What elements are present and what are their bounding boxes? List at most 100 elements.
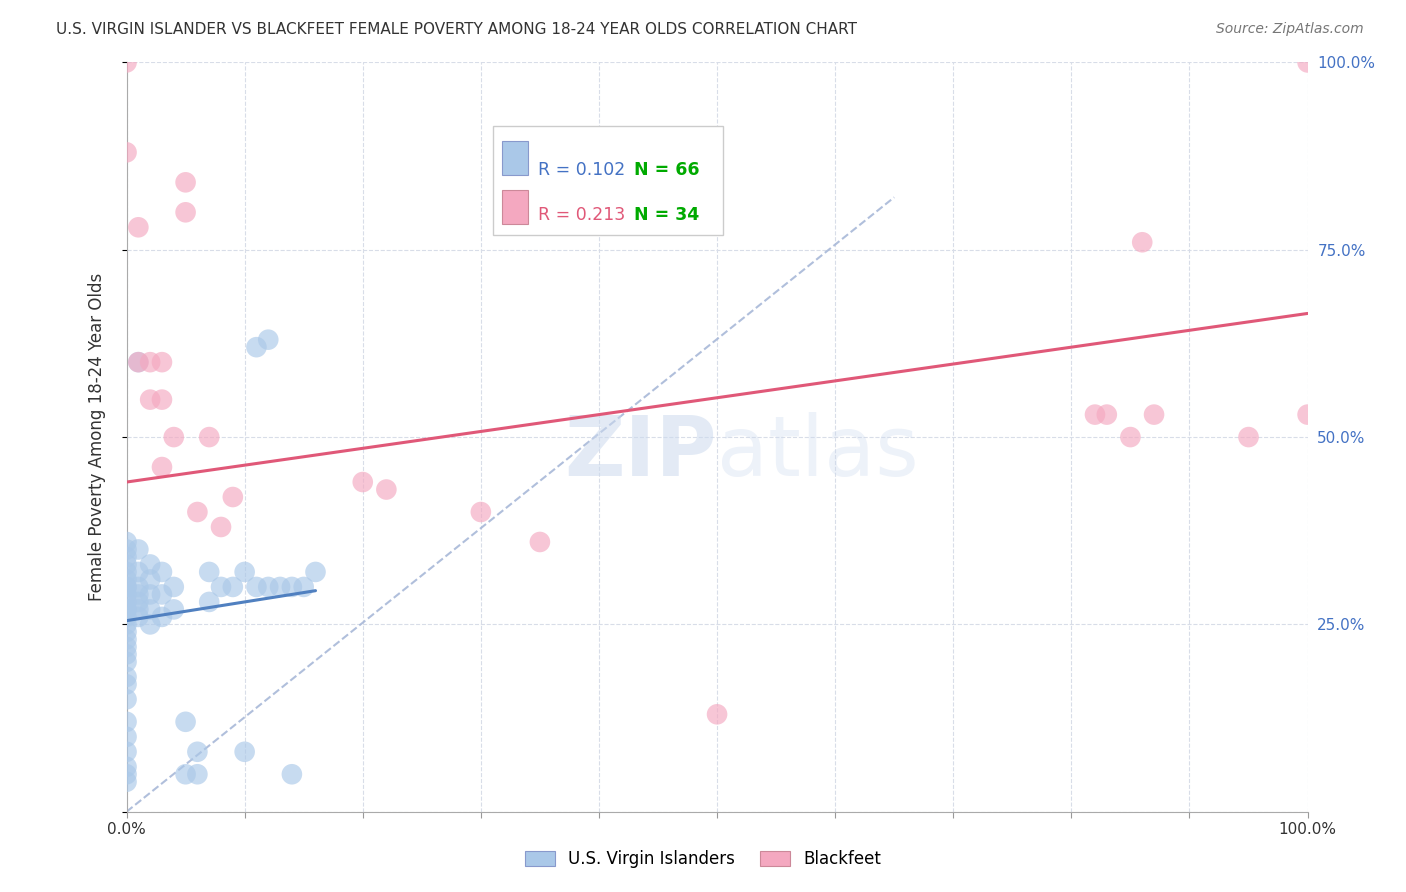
Point [115,632,138,647]
Point [115,145,138,160]
Point [198,595,221,609]
Point [1084,408,1107,422]
Point [233,565,256,579]
Point [222,580,245,594]
Point [115,595,138,609]
Point [115,730,138,744]
Text: Source: ZipAtlas.com: Source: ZipAtlas.com [1216,22,1364,37]
Point [1095,408,1118,422]
Point [115,624,138,639]
Point [127,542,149,557]
Point [115,565,138,579]
Point [127,580,149,594]
Point [150,355,173,369]
Point [1296,55,1319,70]
Point [174,175,197,189]
Point [1143,408,1166,422]
Point [174,205,197,219]
Point [139,587,162,601]
Point [115,760,138,774]
Text: N = 66: N = 66 [634,161,700,178]
Text: U.S. VIRGIN ISLANDER VS BLACKFEET FEMALE POVERTY AMONG 18-24 YEAR OLDS CORRELATI: U.S. VIRGIN ISLANDER VS BLACKFEET FEMALE… [56,22,858,37]
Point [186,505,208,519]
Text: ZIP: ZIP [565,411,717,492]
Point [150,565,173,579]
Point [115,580,138,594]
Text: atlas: atlas [717,411,918,492]
Point [163,602,186,616]
Point [163,580,186,594]
Point [245,340,267,354]
Point [115,610,138,624]
Point [115,767,138,781]
Point [150,460,173,475]
Point [186,745,208,759]
Point [115,655,138,669]
Point [115,774,138,789]
Point [139,558,162,572]
Text: R = 0.102: R = 0.102 [537,161,624,178]
Point [115,714,138,729]
Point [352,475,374,489]
Point [1296,408,1319,422]
Point [139,392,162,407]
Point [529,535,551,549]
Point [127,595,149,609]
Point [163,430,186,444]
Point [115,745,138,759]
Point [174,767,197,781]
Point [115,670,138,684]
Point [198,565,221,579]
Point [269,580,291,594]
Point [257,580,280,594]
Point [209,520,232,534]
Point [115,558,138,572]
Point [139,573,162,587]
Point [115,648,138,662]
Y-axis label: Female Poverty Among 18-24 Year Olds: Female Poverty Among 18-24 Year Olds [87,273,105,601]
Point [281,580,304,594]
Point [127,355,149,369]
Point [115,692,138,706]
Point [257,333,280,347]
Text: R = 0.213: R = 0.213 [537,206,624,224]
Point [115,617,138,632]
Point [292,580,315,594]
Bar [502,141,529,175]
Point [1237,430,1260,444]
Point [115,573,138,587]
Point [209,580,232,594]
Point [115,587,138,601]
Point [127,610,149,624]
Point [115,535,138,549]
Point [127,602,149,616]
Point [198,430,221,444]
Point [304,565,326,579]
Point [139,355,162,369]
Point [115,602,138,616]
Point [470,505,492,519]
Point [115,602,138,616]
Point [150,587,173,601]
Point [139,617,162,632]
Point [115,542,138,557]
Point [233,745,256,759]
Point [222,490,245,504]
Point [1130,235,1153,250]
Text: N = 34: N = 34 [634,206,700,224]
Point [115,549,138,564]
Point [150,392,173,407]
Point [375,483,398,497]
Point [186,767,208,781]
Point [174,714,197,729]
FancyBboxPatch shape [492,126,723,235]
Point [1119,430,1142,444]
Point [139,602,162,616]
Point [127,355,149,369]
Bar [502,190,529,224]
Point [706,707,728,722]
Point [245,580,267,594]
Point [127,565,149,579]
Point [127,587,149,601]
Point [115,580,138,594]
